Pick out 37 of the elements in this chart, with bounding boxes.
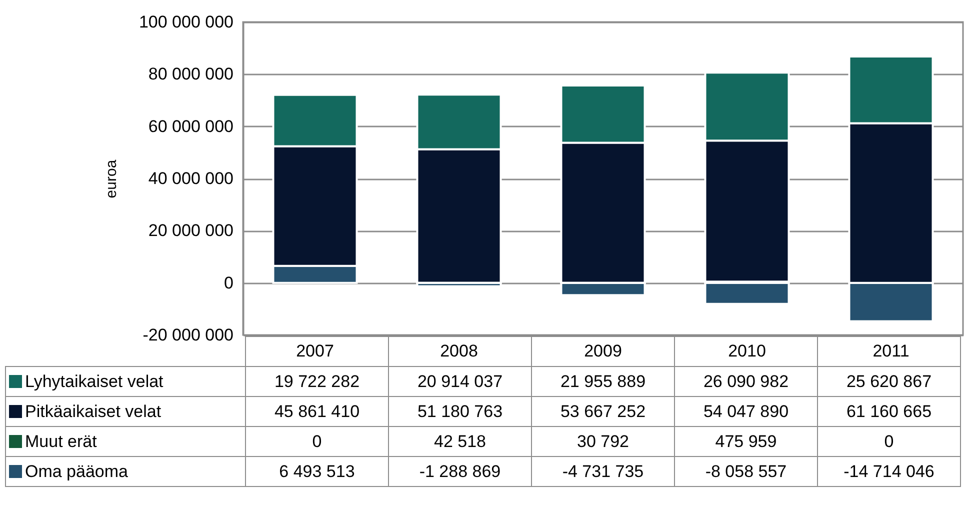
- x-tick-label: 2010: [728, 342, 766, 360]
- data-label: 26 090 982: [674, 366, 818, 396]
- y-tick-label: 80 000 000: [148, 64, 234, 84]
- legend-label: Lyhytaikaiset velat: [6, 366, 246, 396]
- y-tick-label: 40 000 000: [148, 169, 234, 188]
- legend-label: Pitkäaikaiset velat: [6, 396, 246, 426]
- data-label: -8 058 557: [674, 456, 818, 486]
- data-label: 6 493 513: [246, 456, 388, 486]
- data-label: 51 180 763: [388, 396, 532, 426]
- y-tick-label: 60 000 000: [148, 116, 234, 136]
- data-label: 53 667 252: [532, 396, 674, 426]
- data-label: -4 731 735: [532, 456, 674, 486]
- y-tick-label: 20 000 000: [148, 221, 234, 240]
- legend-label: Muut erät: [6, 426, 246, 456]
- data-label: 21 955 889: [532, 366, 674, 396]
- y-tick-label: 100 000 000: [138, 12, 234, 32]
- data-label: 475 959: [674, 426, 818, 456]
- data-label: -1 288 869: [388, 456, 532, 486]
- data-label: 20 914 037: [388, 366, 532, 396]
- data-label: 25 620 867: [818, 366, 960, 396]
- data-label: 42 518: [388, 426, 532, 456]
- y-axis-title: euroa: [102, 159, 120, 198]
- legend-label: Oma pääoma: [6, 456, 246, 486]
- x-tick-label: 2008: [440, 342, 478, 360]
- data-label: 61 160 665: [818, 396, 960, 426]
- data-label: 0: [818, 426, 960, 456]
- data-label: 19 722 282: [246, 366, 388, 396]
- y-tick-label: -20 000 000: [142, 326, 234, 344]
- data-label: 45 861 410: [246, 396, 388, 426]
- data-label: -14 714 046: [818, 456, 960, 486]
- x-tick-label: 2007: [296, 342, 334, 360]
- y-tick-label: 0: [224, 273, 234, 292]
- data-label: 0: [246, 426, 388, 456]
- x-tick-label: 2009: [584, 342, 622, 360]
- x-tick-label: 2011: [872, 342, 910, 360]
- data-label: 54 047 890: [674, 396, 818, 426]
- data-label: 30 792: [532, 426, 674, 456]
